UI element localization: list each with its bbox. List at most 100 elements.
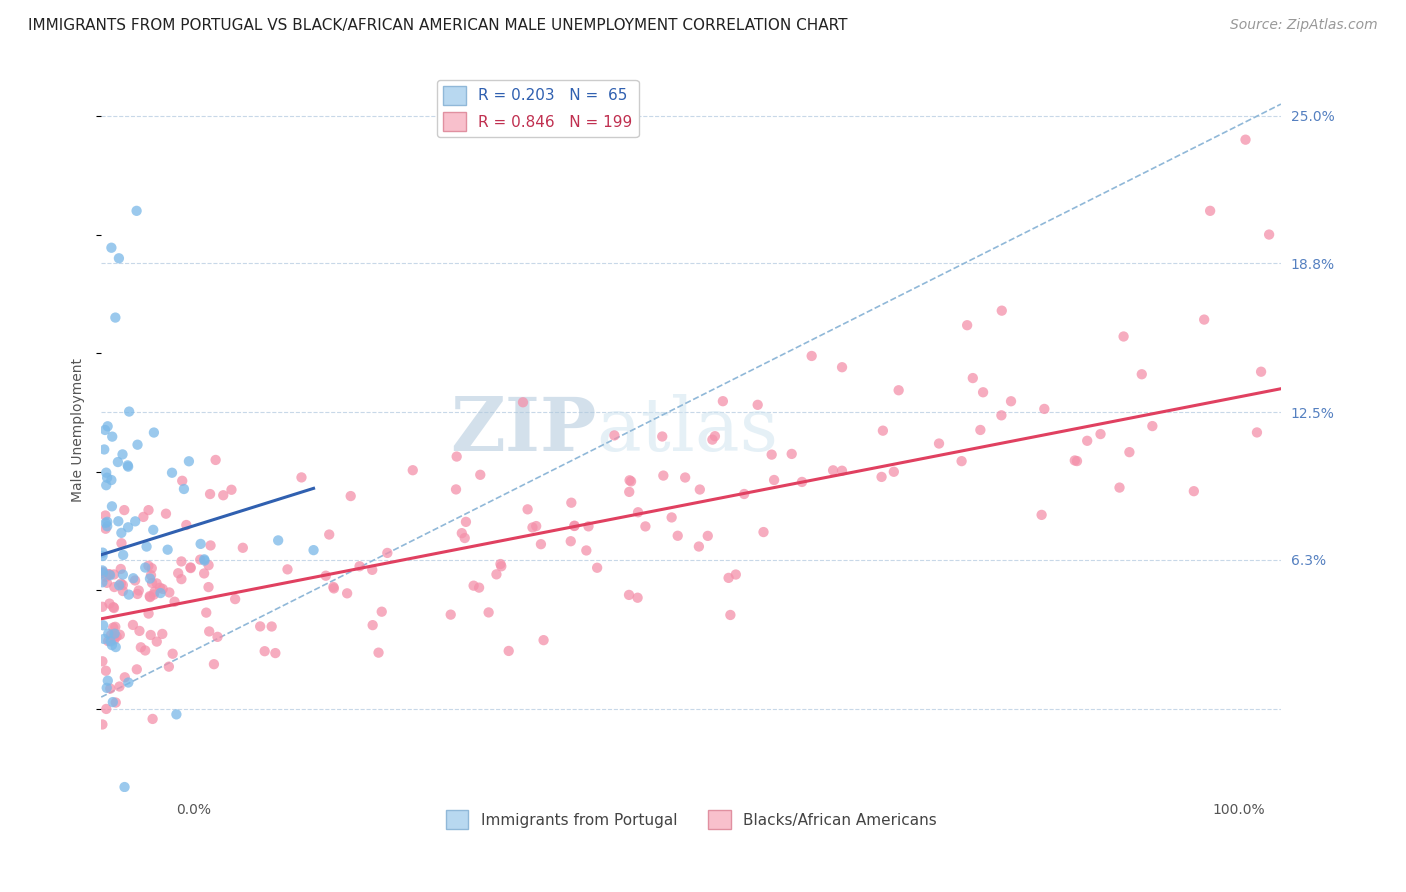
Text: Source: ZipAtlas.com: Source: ZipAtlas.com	[1230, 18, 1378, 32]
Point	[107, 514, 129, 528]
Point	[104, 310, 127, 325]
Point	[267, 533, 290, 548]
Point	[111, 567, 134, 582]
Point	[560, 534, 582, 549]
Point	[800, 349, 823, 363]
Point	[103, 580, 125, 594]
Point	[117, 459, 139, 474]
Point	[619, 473, 641, 487]
Point	[91, 599, 114, 614]
Point	[440, 607, 463, 622]
Point	[202, 657, 225, 672]
Point	[94, 522, 117, 536]
Point	[956, 318, 979, 333]
Point	[1031, 508, 1053, 522]
Point	[524, 519, 547, 533]
Point	[190, 537, 212, 551]
Point	[138, 503, 160, 517]
Point	[489, 557, 512, 571]
Point	[107, 455, 129, 469]
Point	[97, 634, 120, 648]
Point	[315, 568, 337, 582]
Point	[110, 536, 132, 550]
Point	[450, 526, 472, 541]
Point	[142, 588, 165, 602]
Point	[104, 696, 127, 710]
Point	[249, 619, 271, 633]
Point	[1192, 312, 1215, 326]
Point	[138, 558, 160, 573]
Point	[96, 575, 118, 590]
Point	[132, 509, 155, 524]
Point	[463, 579, 485, 593]
Point	[124, 574, 146, 588]
Point	[101, 638, 124, 652]
Point	[100, 634, 122, 648]
Point	[97, 673, 120, 688]
Point	[170, 554, 193, 568]
Point	[444, 483, 467, 497]
Point	[454, 531, 477, 545]
Point	[336, 586, 359, 600]
Point	[887, 383, 910, 397]
Point	[1066, 454, 1088, 468]
Point	[125, 662, 148, 676]
Point	[1142, 419, 1164, 434]
Point	[1112, 329, 1135, 343]
Point	[339, 489, 361, 503]
Point	[375, 546, 398, 560]
Point	[402, 463, 425, 477]
Legend: Immigrants from Portugal, Blacks/African Americans: Immigrants from Portugal, Blacks/African…	[440, 804, 942, 835]
Point	[94, 664, 117, 678]
Point	[103, 600, 125, 615]
Point	[94, 570, 117, 584]
Point	[1199, 203, 1222, 218]
Point	[96, 519, 118, 533]
Point	[1076, 434, 1098, 448]
Point	[761, 448, 783, 462]
Point	[276, 562, 298, 576]
Point	[142, 425, 165, 440]
Point	[361, 563, 384, 577]
Point	[253, 644, 276, 658]
Point	[831, 360, 853, 375]
Point	[94, 423, 117, 437]
Point	[634, 519, 657, 533]
Point	[747, 398, 769, 412]
Point	[157, 585, 180, 599]
Point	[91, 717, 114, 731]
Point	[1063, 453, 1085, 467]
Point	[97, 626, 120, 640]
Point	[969, 423, 991, 437]
Point	[1250, 365, 1272, 379]
Point	[446, 450, 468, 464]
Point	[232, 541, 254, 555]
Point	[780, 447, 803, 461]
Point	[93, 632, 115, 646]
Point	[98, 567, 121, 582]
Point	[763, 473, 786, 487]
Point	[204, 453, 226, 467]
Point	[103, 601, 125, 615]
Point	[180, 561, 202, 575]
Point	[485, 567, 508, 582]
Point	[711, 394, 734, 409]
Point	[100, 473, 122, 487]
Point	[118, 404, 141, 418]
Point	[111, 578, 134, 592]
Point	[127, 587, 149, 601]
Point	[302, 543, 325, 558]
Point	[111, 447, 134, 461]
Point	[104, 640, 127, 654]
Point	[162, 647, 184, 661]
Point	[142, 712, 165, 726]
Point	[564, 518, 586, 533]
Point	[122, 618, 145, 632]
Point	[91, 566, 114, 580]
Point	[188, 552, 211, 566]
Point	[586, 560, 609, 574]
Point	[165, 707, 187, 722]
Point	[145, 576, 167, 591]
Point	[575, 543, 598, 558]
Point	[157, 659, 180, 673]
